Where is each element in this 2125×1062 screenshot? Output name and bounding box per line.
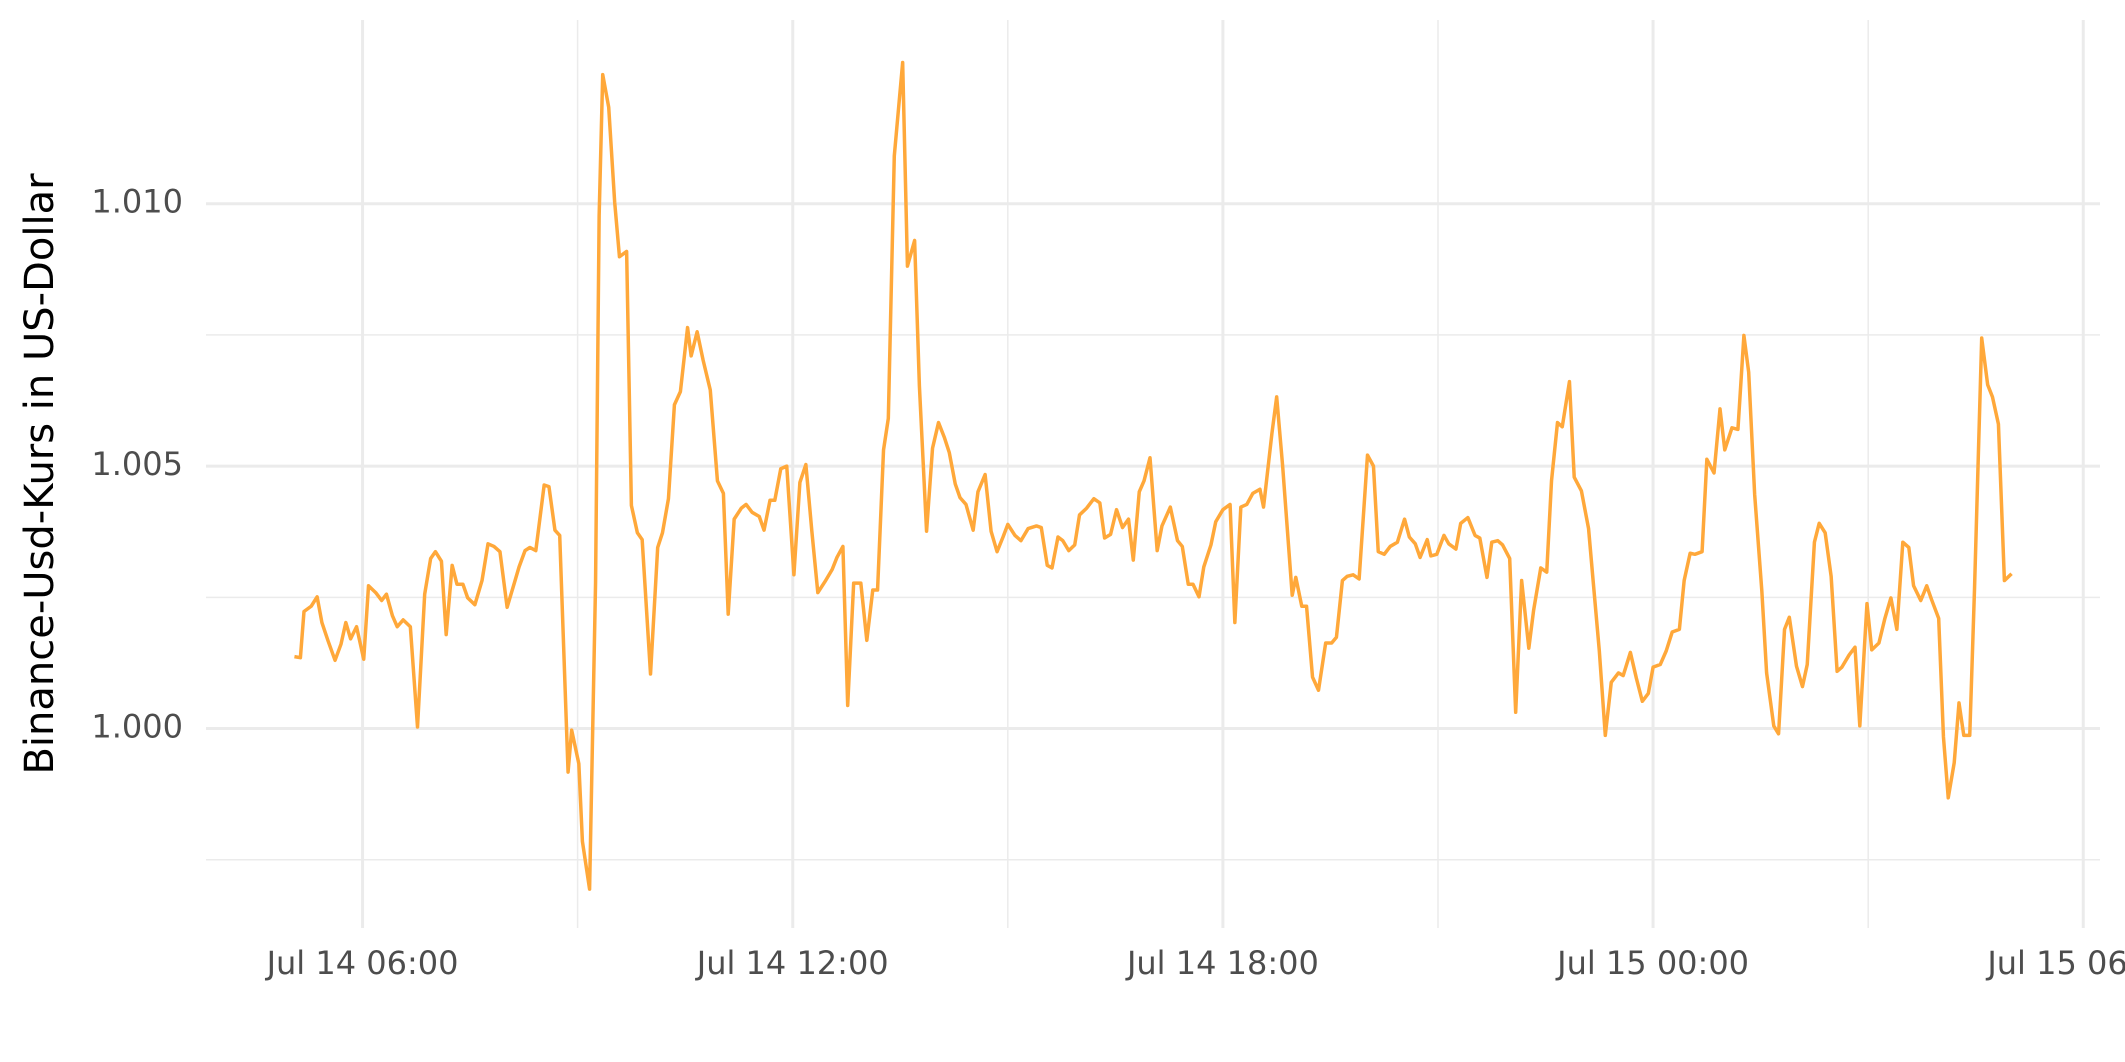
x-tick-label: Jul 15 00:00 [1555, 944, 1749, 982]
y-axis-title: Binance-Usd-Kurs in US-Dollar [17, 173, 63, 775]
y-tick-label: 1.005 [91, 445, 183, 483]
x-tick-label: Jul 14 12:00 [695, 944, 889, 982]
x-tick-label: Jul 14 06:00 [265, 944, 459, 982]
x-tick-label: Jul 15 06:00 [1985, 944, 2125, 982]
x-tick-label: Jul 14 18:00 [1125, 944, 1319, 982]
price-line [294, 60, 2013, 891]
grid [206, 20, 2100, 928]
y-tick-label: 1.000 [91, 708, 183, 746]
y-tick-label: 1.010 [91, 183, 183, 221]
